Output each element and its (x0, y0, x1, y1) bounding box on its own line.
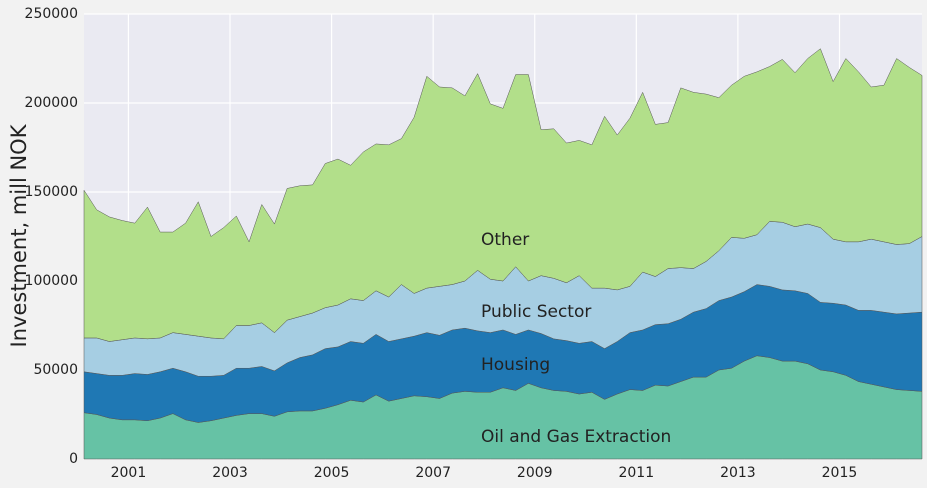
x-tick-label: 2001 (111, 465, 147, 481)
x-tick-label: 2007 (415, 465, 451, 481)
area (83, 48, 923, 342)
x-tick-label: 2015 (822, 465, 858, 481)
x-tick-label: 2005 (314, 465, 350, 481)
y-tick-label: 50000 (33, 362, 78, 378)
x-tick-label: 2011 (618, 465, 654, 481)
series-label: Oil and Gas Extraction (481, 427, 671, 447)
y-axis-label: Investment, mill NOK (7, 123, 31, 347)
x-tick-label: 2009 (517, 465, 553, 481)
series-label: Housing (481, 355, 550, 375)
series-label: Other (481, 230, 529, 250)
y-tick-label: 250000 (25, 6, 78, 22)
series-label: Public Sector (481, 302, 591, 322)
y-tick-label: 150000 (25, 184, 78, 200)
y-tick-label: 200000 (25, 95, 78, 111)
x-tick-label: 2003 (212, 465, 248, 481)
y-tick-label: 0 (69, 451, 78, 467)
y-tick-label: 100000 (25, 273, 78, 289)
x-tick-label: 2013 (720, 465, 756, 481)
